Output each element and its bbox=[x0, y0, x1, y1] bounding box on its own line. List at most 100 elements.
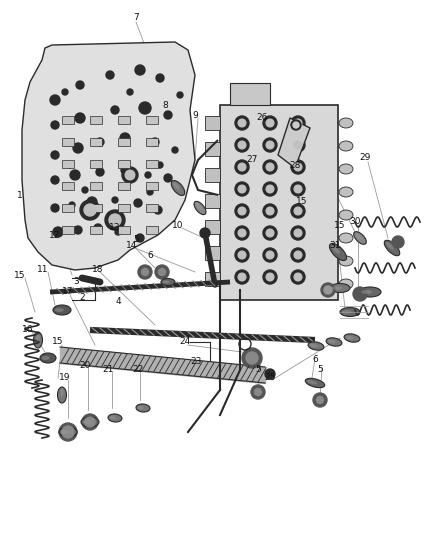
Circle shape bbox=[51, 176, 59, 184]
Circle shape bbox=[238, 119, 246, 127]
Circle shape bbox=[84, 204, 96, 216]
Circle shape bbox=[127, 89, 133, 95]
Circle shape bbox=[294, 163, 302, 171]
Ellipse shape bbox=[340, 308, 360, 317]
Ellipse shape bbox=[346, 336, 353, 340]
Ellipse shape bbox=[136, 404, 150, 412]
Ellipse shape bbox=[81, 417, 99, 427]
Text: 28: 28 bbox=[290, 160, 301, 169]
Text: 15: 15 bbox=[296, 198, 308, 206]
Circle shape bbox=[263, 116, 277, 130]
Circle shape bbox=[291, 248, 305, 262]
Text: 11: 11 bbox=[37, 265, 49, 274]
Ellipse shape bbox=[339, 210, 353, 220]
Ellipse shape bbox=[55, 308, 64, 312]
Circle shape bbox=[67, 162, 73, 168]
Bar bbox=[146, 204, 158, 212]
Text: 20: 20 bbox=[79, 360, 91, 369]
Ellipse shape bbox=[162, 280, 170, 284]
Circle shape bbox=[74, 226, 82, 234]
Bar bbox=[62, 226, 74, 234]
Circle shape bbox=[111, 106, 119, 114]
Bar bbox=[90, 226, 102, 234]
Circle shape bbox=[109, 214, 121, 226]
Circle shape bbox=[293, 122, 299, 128]
Bar bbox=[146, 226, 158, 234]
Circle shape bbox=[294, 141, 302, 149]
Ellipse shape bbox=[384, 240, 400, 256]
Bar bbox=[90, 182, 102, 190]
Bar bbox=[146, 182, 158, 190]
Ellipse shape bbox=[36, 334, 40, 342]
Ellipse shape bbox=[328, 340, 336, 343]
Ellipse shape bbox=[33, 332, 42, 348]
Text: 22: 22 bbox=[132, 366, 144, 375]
Bar bbox=[90, 160, 102, 168]
Circle shape bbox=[294, 207, 302, 215]
Circle shape bbox=[157, 162, 163, 168]
Circle shape bbox=[164, 111, 172, 119]
Circle shape bbox=[62, 426, 74, 438]
Ellipse shape bbox=[83, 420, 92, 424]
Circle shape bbox=[263, 204, 277, 218]
Ellipse shape bbox=[161, 279, 175, 286]
Circle shape bbox=[59, 423, 77, 441]
Text: 21: 21 bbox=[102, 366, 114, 375]
Circle shape bbox=[263, 182, 277, 196]
Circle shape bbox=[291, 226, 305, 240]
Text: 6: 6 bbox=[312, 356, 318, 365]
Circle shape bbox=[75, 113, 85, 123]
Ellipse shape bbox=[353, 232, 366, 244]
Circle shape bbox=[122, 167, 138, 183]
Circle shape bbox=[235, 138, 249, 152]
Circle shape bbox=[106, 71, 114, 79]
Circle shape bbox=[265, 369, 275, 379]
Bar bbox=[118, 204, 130, 212]
Circle shape bbox=[177, 92, 183, 98]
Circle shape bbox=[50, 95, 60, 105]
Circle shape bbox=[70, 170, 80, 180]
Ellipse shape bbox=[339, 233, 353, 243]
Circle shape bbox=[294, 119, 302, 127]
Bar bbox=[205, 194, 220, 208]
Circle shape bbox=[238, 207, 246, 215]
Bar bbox=[205, 116, 220, 130]
Circle shape bbox=[238, 163, 246, 171]
Circle shape bbox=[51, 204, 59, 212]
Circle shape bbox=[51, 151, 59, 159]
Text: 6: 6 bbox=[147, 252, 153, 261]
Circle shape bbox=[80, 200, 100, 220]
Text: 15: 15 bbox=[334, 221, 346, 230]
Circle shape bbox=[291, 120, 301, 130]
Bar bbox=[62, 182, 74, 190]
Circle shape bbox=[266, 185, 274, 193]
Text: 4: 4 bbox=[115, 297, 121, 306]
Circle shape bbox=[51, 121, 59, 129]
Bar bbox=[205, 142, 220, 156]
Circle shape bbox=[294, 251, 302, 259]
Text: 26: 26 bbox=[256, 114, 268, 123]
Circle shape bbox=[291, 182, 305, 196]
Ellipse shape bbox=[339, 118, 353, 128]
Circle shape bbox=[291, 270, 305, 284]
Ellipse shape bbox=[339, 279, 353, 289]
Text: 31: 31 bbox=[329, 240, 341, 249]
Ellipse shape bbox=[61, 430, 70, 434]
Circle shape bbox=[263, 248, 277, 262]
Ellipse shape bbox=[194, 201, 206, 215]
Ellipse shape bbox=[359, 287, 381, 297]
Text: 8: 8 bbox=[162, 101, 168, 109]
Circle shape bbox=[121, 166, 129, 174]
Circle shape bbox=[263, 138, 277, 152]
Circle shape bbox=[238, 273, 246, 281]
Circle shape bbox=[82, 414, 98, 430]
Text: 30: 30 bbox=[349, 217, 361, 227]
Ellipse shape bbox=[173, 182, 180, 190]
Circle shape bbox=[125, 170, 135, 180]
Text: 12: 12 bbox=[49, 230, 61, 239]
Text: 23: 23 bbox=[191, 358, 201, 367]
Ellipse shape bbox=[305, 378, 325, 387]
Text: 3: 3 bbox=[73, 278, 79, 287]
Text: 10: 10 bbox=[172, 221, 184, 230]
Bar bbox=[118, 138, 130, 146]
